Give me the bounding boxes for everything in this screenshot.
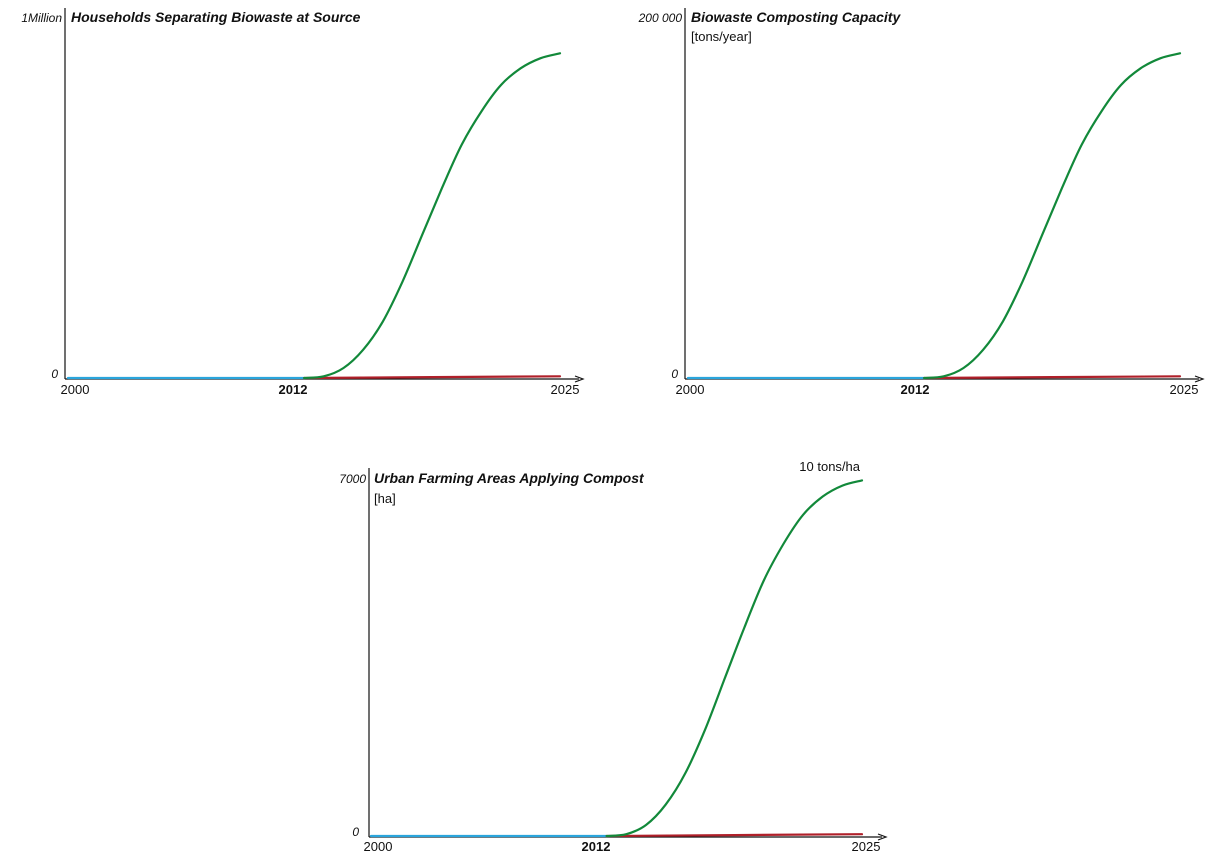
chart-unit: [tons/year] (691, 29, 752, 44)
chart-title: Urban Farming Areas Applying Compost (374, 470, 645, 486)
chart-composting-capacity: 200 000 Biowaste Composting Capacity [to… (638, 8, 1205, 397)
x-tick-label: 2012 (901, 382, 930, 397)
x-tick-label: 2025 (852, 839, 881, 854)
y-bottom-label: 0 (671, 367, 678, 381)
x-tick-label: 2012 (279, 382, 308, 397)
scenario-line (303, 52, 562, 380)
x-tick-label: 2000 (676, 382, 705, 397)
chart-unit: [ha] (374, 491, 396, 506)
business-as-usual-line (303, 375, 562, 380)
x-tick-label: 2025 (1170, 382, 1199, 397)
y-bottom-label: 0 (51, 367, 58, 381)
business-as-usual-line (605, 833, 864, 838)
y-top-label: 1Million (21, 11, 62, 25)
x-axis-arrow (1194, 375, 1205, 383)
x-tick-label: 2000 (61, 382, 90, 397)
x-axis-arrow (574, 375, 585, 383)
x-tick-label: 2025 (551, 382, 580, 397)
scenario-line (923, 52, 1182, 380)
chart-title: Households Separating Biowaste at Source (71, 9, 361, 25)
scenario-line (605, 479, 864, 838)
y-bottom-label: 0 (352, 825, 359, 839)
x-tick-label: 2000 (364, 839, 393, 854)
annotation-label: 10 tons/ha (799, 459, 860, 474)
y-top-label: 7000 (339, 472, 366, 486)
business-as-usual-line (923, 375, 1182, 380)
x-tick-label: 2012 (582, 839, 611, 854)
chart-title: Biowaste Composting Capacity (691, 9, 901, 25)
chart-households: 1Million Households Separating Biowaste … (21, 8, 585, 397)
chart-urban-farming: 7000 Urban Farming Areas Applying Compos… (339, 459, 888, 854)
x-axis-arrow (877, 833, 888, 841)
y-top-label: 200 000 (638, 11, 683, 25)
